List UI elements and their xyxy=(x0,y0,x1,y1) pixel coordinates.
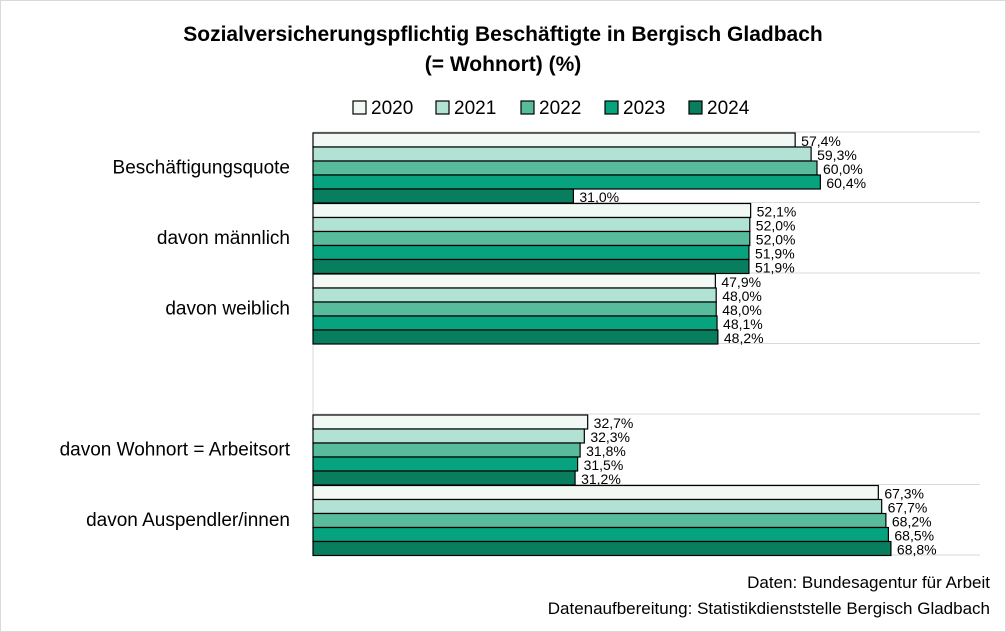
bar-2022 xyxy=(312,230,751,247)
data-label: 67,3% xyxy=(884,486,924,502)
bar-2020 xyxy=(312,273,716,289)
data-label: 31,5% xyxy=(584,457,624,473)
bar-2023 xyxy=(312,526,890,543)
data-label: 68,2% xyxy=(892,514,932,530)
chart-title-line-1: Sozialversicherungspflichtig Beschäftigt… xyxy=(183,23,823,46)
data-label: 48,0% xyxy=(722,302,762,318)
data-label: 68,8% xyxy=(897,542,937,558)
data-label: 60,4% xyxy=(826,175,866,191)
source-line-data: Daten: Bundesagentur für Arbeit xyxy=(747,573,990,592)
data-label: 48,2% xyxy=(724,330,764,346)
bar-2021 xyxy=(312,146,812,162)
chart-title-line-2: (= Wohnort) (%) xyxy=(424,53,582,76)
legend-label: 2024 xyxy=(707,98,750,119)
legend-label: 2022 xyxy=(539,98,581,119)
bar-2022 xyxy=(312,301,717,317)
category-label: Beschäftigungsquote xyxy=(113,157,290,178)
bar-2024 xyxy=(312,540,892,557)
bar-2021 xyxy=(312,498,883,515)
legend-swatch-2020 xyxy=(352,100,367,115)
legend-swatch-2024 xyxy=(688,100,703,115)
bar-2023 xyxy=(312,244,750,261)
data-label: 47,9% xyxy=(721,274,761,290)
data-label: 67,7% xyxy=(888,500,928,516)
legend-swatch-2021 xyxy=(435,100,450,115)
data-label: 32,3% xyxy=(590,429,630,445)
legend-swatch-2022 xyxy=(520,100,535,115)
bar-2020 xyxy=(312,484,879,501)
data-label: 31,2% xyxy=(581,471,621,487)
legend-label: 2021 xyxy=(454,98,496,119)
legend-swatch-2023 xyxy=(604,100,619,115)
data-label: 31,0% xyxy=(579,189,619,205)
data-label: 52,0% xyxy=(756,232,796,248)
category-label: davon Auspendler/innen xyxy=(86,510,290,531)
data-label: 52,1% xyxy=(757,204,797,220)
bar-2024 xyxy=(312,470,576,486)
legend-label: 2023 xyxy=(623,98,665,119)
data-label: 51,9% xyxy=(755,246,795,262)
data-label: 31,8% xyxy=(586,443,626,459)
bar-2024 xyxy=(312,329,719,345)
source-line-processing: Datenaufbereitung: Statistikdienststelle… xyxy=(547,599,990,618)
data-label: 48,0% xyxy=(722,288,762,304)
category-label: davon Wohnort = Arbeitsort xyxy=(60,439,291,460)
bar-2020 xyxy=(312,202,752,219)
category-label: davon männlich xyxy=(157,228,290,249)
data-label: 60,0% xyxy=(823,161,863,177)
data-label: 51,9% xyxy=(755,260,795,276)
data-label: 48,1% xyxy=(723,316,763,332)
data-label: 57,4% xyxy=(801,133,841,149)
category-label: davon weiblich xyxy=(165,298,290,319)
data-label: 52,0% xyxy=(756,218,796,234)
legend-label: 2020 xyxy=(371,98,413,119)
bar-2021 xyxy=(312,287,717,303)
chart-title: Sozialversicherungspflichtig Beschäftigt… xyxy=(0,20,1006,80)
bar-2021 xyxy=(312,428,585,444)
data-label: 32,7% xyxy=(594,415,634,431)
bar-2022 xyxy=(312,160,818,176)
bar-2022 xyxy=(312,512,887,529)
bar-2020 xyxy=(312,414,589,430)
bar-2023 xyxy=(312,315,718,331)
data-label: 59,3% xyxy=(817,147,857,163)
bar-2023 xyxy=(312,174,821,190)
bar-2021 xyxy=(312,216,751,233)
bar-2020 xyxy=(312,132,796,148)
bar-2023 xyxy=(312,456,579,472)
bar-2024 xyxy=(312,188,574,204)
bar-2022 xyxy=(312,442,581,458)
bar-2024 xyxy=(312,258,750,275)
data-label: 68,5% xyxy=(894,528,934,544)
